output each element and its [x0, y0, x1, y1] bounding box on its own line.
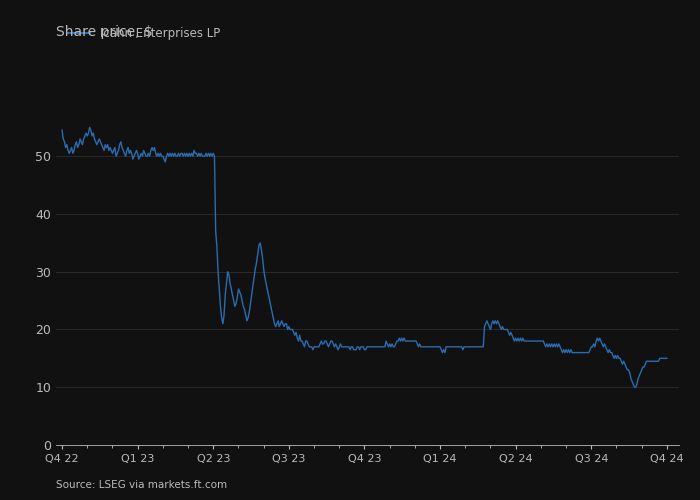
- Text: Share price, $: Share price, $: [56, 25, 153, 39]
- Text: Source: LSEG via markets.ft.com: Source: LSEG via markets.ft.com: [56, 480, 227, 490]
- Legend: Icahn Enterprises LP: Icahn Enterprises LP: [62, 22, 225, 44]
